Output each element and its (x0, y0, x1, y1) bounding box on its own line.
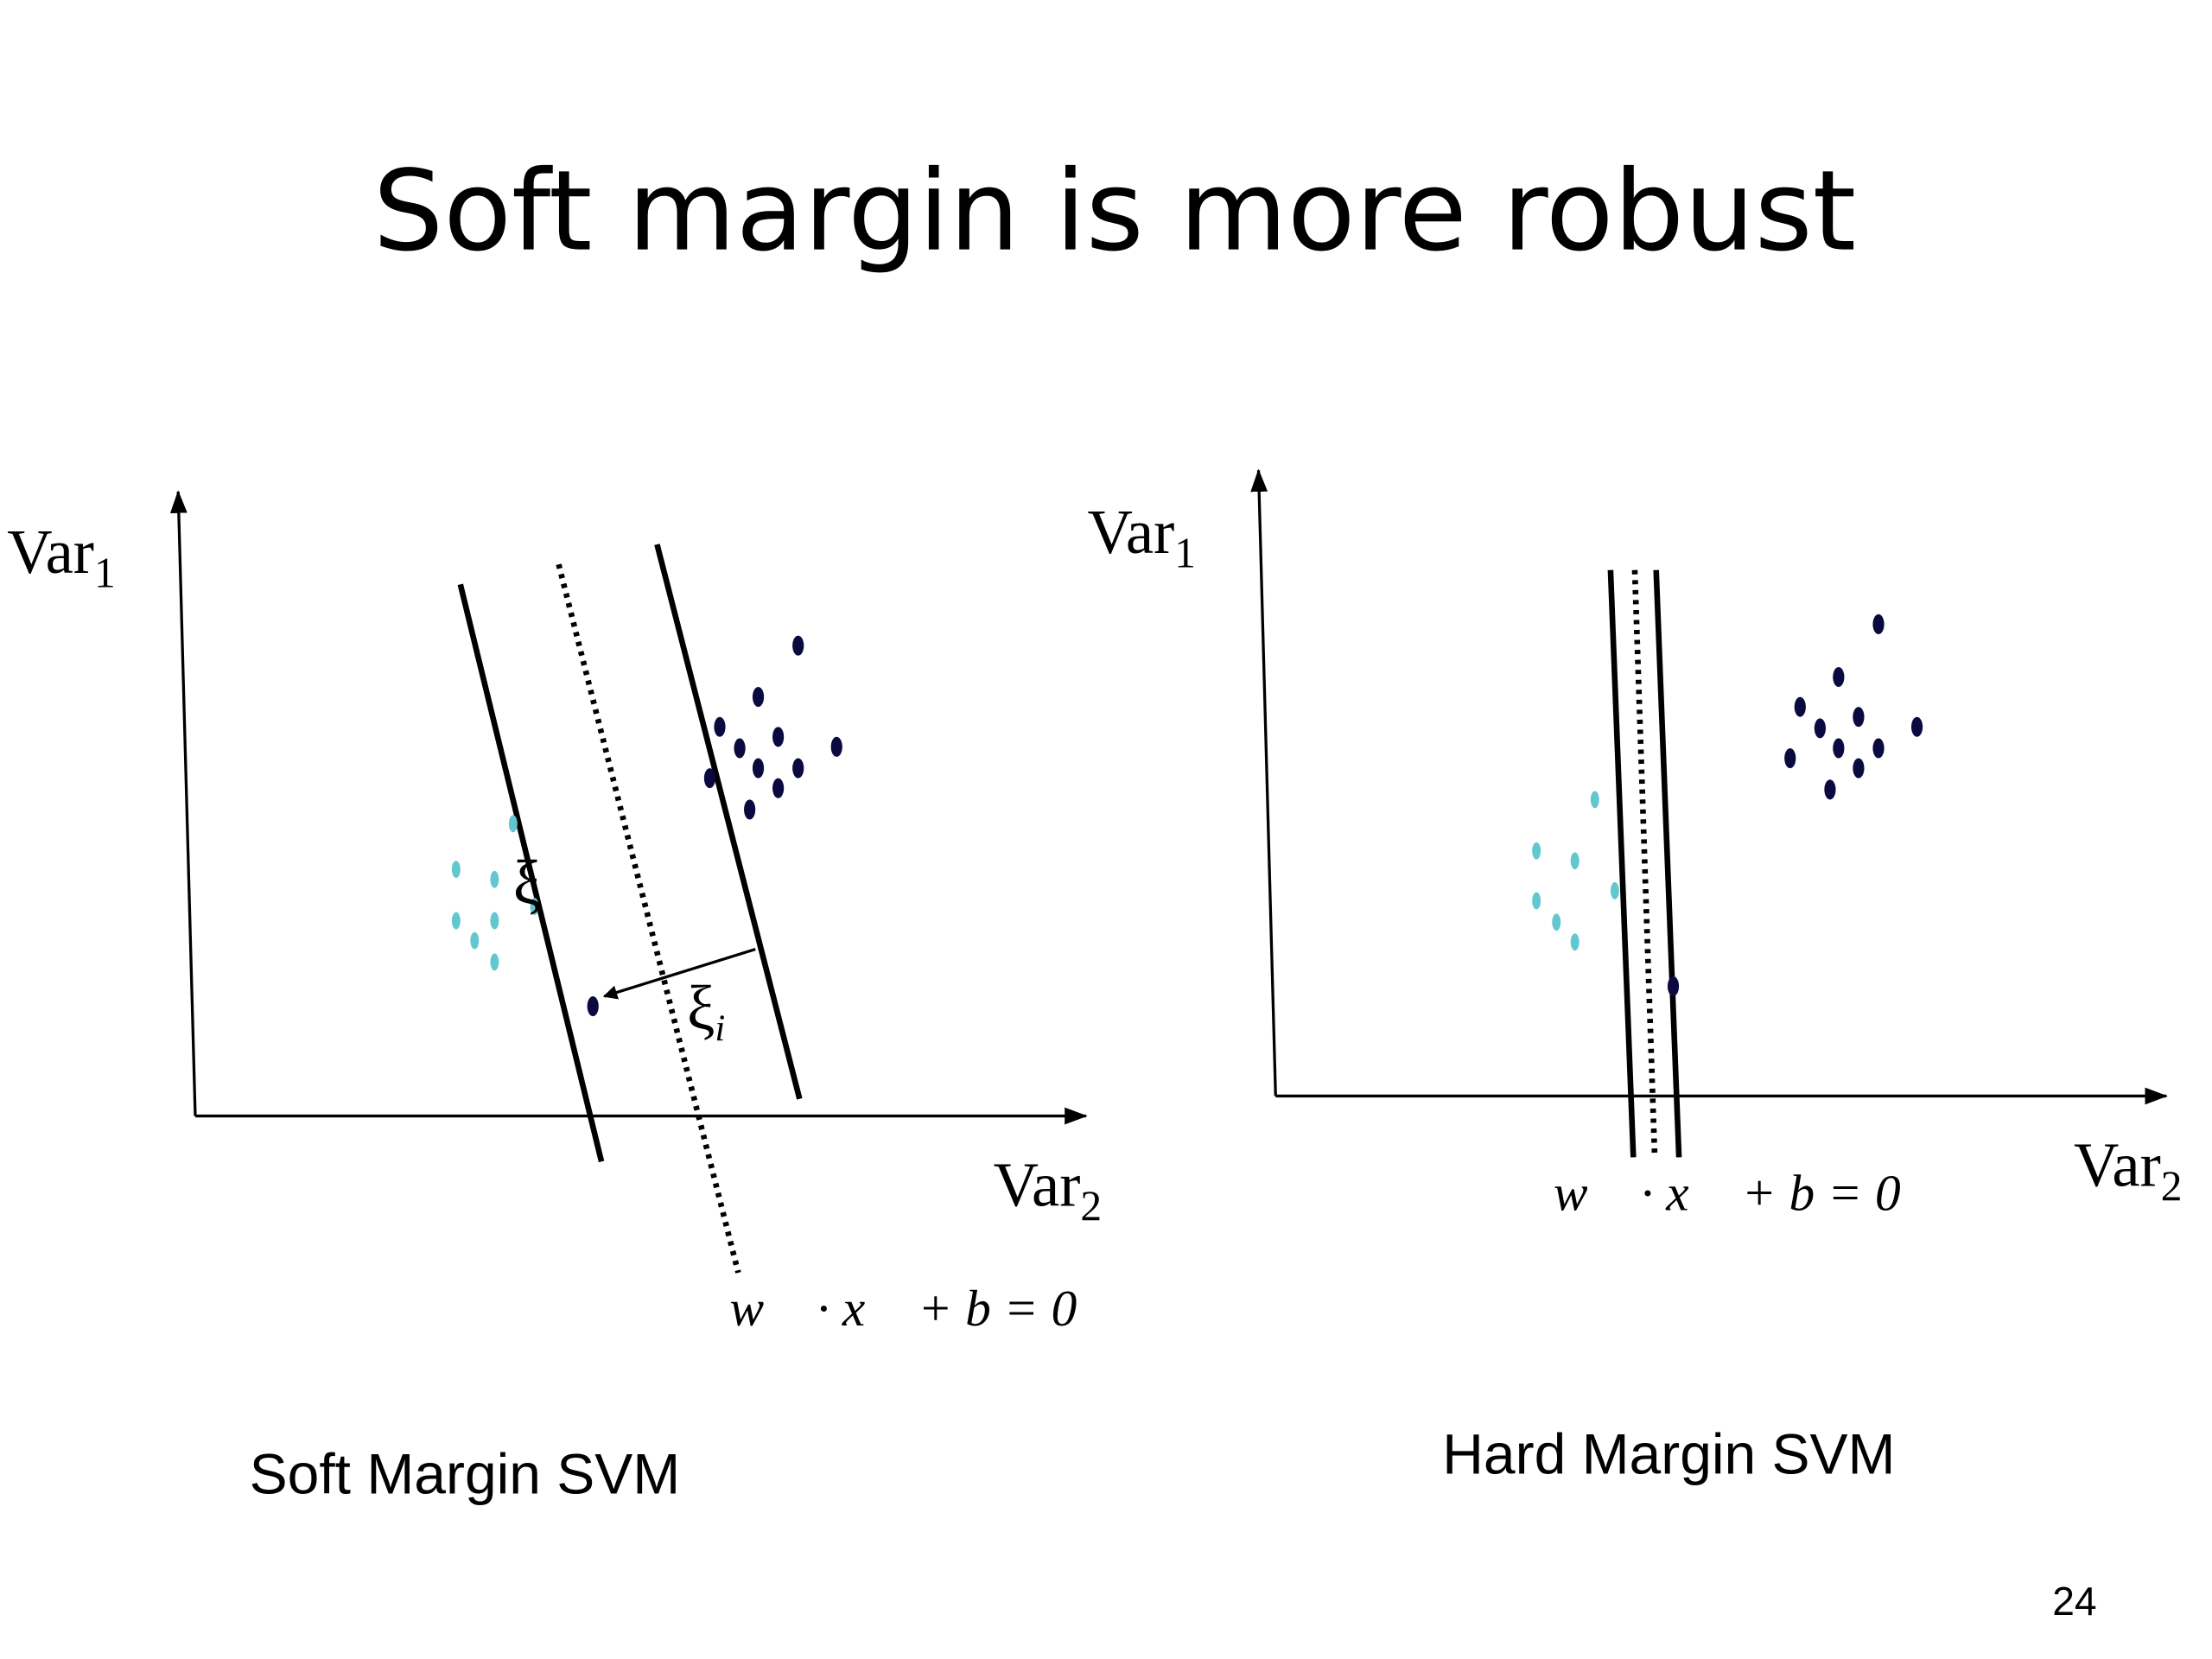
x-axis-label: Var2 (2074, 1129, 2182, 1209)
slack-arrow (602, 947, 756, 1000)
subscript: 2 (1080, 1182, 1102, 1230)
symbol: ξ (687, 973, 715, 1043)
y-axis (1250, 468, 1277, 1096)
hyperplane-label: w⃗ · x⃗ + b = 0 (1554, 1164, 1901, 1221)
y-axis-label: Var1 (7, 517, 115, 596)
subscript: 1 (94, 550, 116, 597)
y-axis (169, 490, 197, 1116)
hard-margin-diagram: Var1 Var2 w⃗ · x⃗ + b = 0 Hard Margin SV… (1088, 468, 2182, 1486)
hyperplane (556, 563, 741, 1274)
label: Var (2074, 1129, 2161, 1199)
hyperplane (1631, 569, 1658, 1158)
caption: Hard Margin SVM (1442, 1422, 1895, 1486)
slide-title: Soft margin is more robust (373, 148, 1856, 276)
y-axis-label: Var1 (1088, 497, 1196, 576)
margin-line (457, 583, 605, 1163)
subscript: 2 (2161, 1162, 2183, 1210)
caption: Soft Margin SVM (250, 1442, 681, 1506)
subscript: 1 (1174, 529, 1196, 576)
dark-points (587, 635, 842, 1017)
subscript: i (715, 1008, 725, 1049)
hyperplane-label: w⃗ · x⃗ + b = 0 (730, 1280, 1077, 1337)
light-points (451, 815, 539, 971)
x-axis-label: Var2 (994, 1149, 1102, 1229)
label: Var (1088, 497, 1175, 567)
margin-line (1653, 569, 1682, 1158)
page-number: 24 (2052, 1579, 2096, 1624)
slack-label: ξi (687, 973, 725, 1049)
light-points (1532, 791, 1619, 951)
margin-line (654, 543, 803, 1100)
label: Var (994, 1149, 1081, 1219)
margin-line (1607, 569, 1637, 1158)
soft-margin-diagram: Var1 Var2 ξi ξ w⃗ · x⃗ + b = 0 Soft Marg… (7, 490, 1102, 1506)
dark-points (1667, 613, 1923, 996)
small-slack-label: ξ (513, 848, 541, 918)
label: Var (7, 517, 94, 587)
